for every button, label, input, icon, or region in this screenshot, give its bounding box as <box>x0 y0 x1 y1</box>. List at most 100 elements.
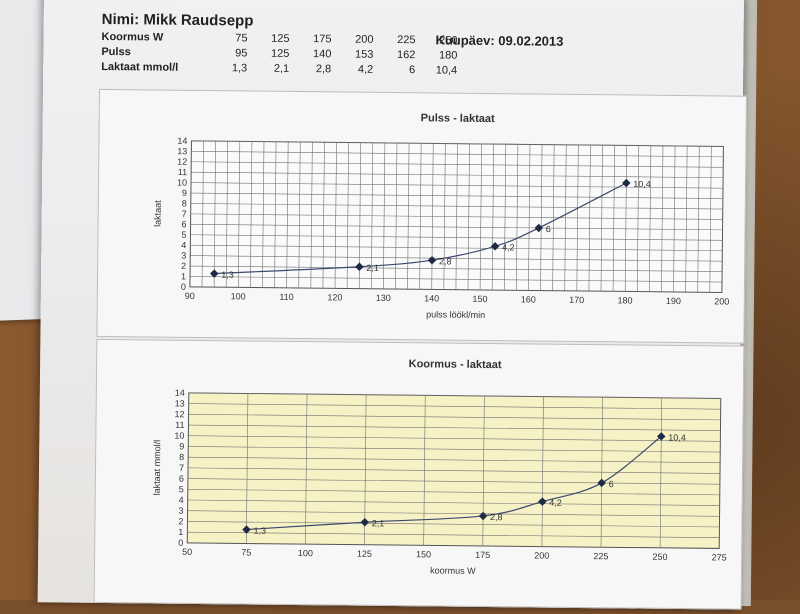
gridline-horizontal <box>187 499 720 506</box>
paper-sheet: Nimi: Mikk Raudsepp Kuupäev: 09.02.2013 … <box>37 0 747 610</box>
data-point <box>622 178 631 188</box>
table-cell: 225 <box>397 33 416 46</box>
x-axis-label: pulss löökl/min <box>426 309 485 320</box>
data-label: 2,1 <box>372 518 385 528</box>
y-tick-label: 10 <box>177 177 187 187</box>
series-line <box>214 182 627 275</box>
data-point <box>355 262 364 271</box>
data-label: 2,8 <box>490 512 503 522</box>
y-tick-label: 11 <box>178 167 187 177</box>
gridline-horizontal <box>188 403 721 410</box>
athlete-name: Nimi: Mikk Raudsepp <box>101 10 254 30</box>
y-tick-label: 14 <box>175 388 185 398</box>
gridline-horizontal <box>188 392 721 399</box>
gridline-horizontal <box>190 234 723 241</box>
x-tick-label: 130 <box>376 293 391 303</box>
y-tick-label: 0 <box>178 538 183 548</box>
table-cell: 200 <box>355 33 374 46</box>
gridline-horizontal <box>188 435 721 442</box>
table-cell: 175 <box>313 32 332 45</box>
table-cell: 2,1 <box>273 62 290 75</box>
y-tick-label: 7 <box>182 209 187 219</box>
x-tick-label: 190 <box>666 296 681 306</box>
gridline-horizontal <box>190 213 723 220</box>
y-tick-label: 3 <box>179 506 184 516</box>
x-tick-label: 170 <box>569 295 584 305</box>
x-tick-label: 275 <box>712 552 727 562</box>
y-tick-label: 6 <box>179 473 184 483</box>
x-tick-label: 75 <box>241 547 251 557</box>
gridline-horizontal <box>190 203 723 210</box>
table-cell: 162 <box>396 48 416 61</box>
series-line <box>246 435 662 531</box>
data-label: 1,3 <box>253 526 266 536</box>
table-cell: 75 <box>235 31 248 44</box>
x-tick-label: 50 <box>182 547 192 557</box>
gridline-horizontal <box>188 424 721 431</box>
data-point <box>360 517 370 527</box>
gridline-horizontal <box>187 488 720 496</box>
table-cell: 2,8 <box>315 62 332 75</box>
y-tick-label: 8 <box>179 452 184 462</box>
x-tick-label: 100 <box>298 548 313 558</box>
y-tick-label: 9 <box>179 441 184 451</box>
y-tick-label: 14 <box>177 136 187 146</box>
x-tick-label: 200 <box>714 296 729 306</box>
data-point <box>490 242 500 251</box>
y-tick-label: 5 <box>181 230 186 240</box>
y-tick-label: 8 <box>182 198 187 208</box>
y-tick-label: 12 <box>177 157 187 167</box>
x-tick-label: 150 <box>472 294 487 304</box>
test-data-table: Koormus W 75 125 175 200 225 250 Pulss 95 125 140 1… <box>101 29 457 78</box>
y-axis-label: laktaat <box>153 200 163 227</box>
y-tick-label: 7 <box>179 463 184 473</box>
y-tick-label: 13 <box>175 398 185 408</box>
y-tick-label: 0 <box>181 282 186 292</box>
data-label: 10,4 <box>668 432 686 442</box>
table-cell: 153 <box>354 48 374 61</box>
data-point <box>210 269 219 278</box>
table-cell: 1,3 <box>231 61 248 74</box>
x-tick-label: 120 <box>327 292 342 302</box>
table-cell: 125 <box>271 32 290 45</box>
x-tick-label: 140 <box>424 293 439 303</box>
y-axis-label: laktaat mmol/l <box>152 440 163 496</box>
gridline-horizontal <box>187 478 720 485</box>
table-cell: 95 <box>235 46 248 59</box>
y-tick-label: 10 <box>174 431 184 441</box>
data-point <box>538 497 547 506</box>
data-label: 2,8 <box>439 256 452 266</box>
x-tick-label: 250 <box>652 552 667 562</box>
data-label: 10,4 <box>633 179 651 189</box>
table-cell: 250 <box>439 33 458 47</box>
data-point <box>534 223 544 233</box>
gridline-horizontal <box>191 182 723 189</box>
x-tick-label: 200 <box>534 551 549 561</box>
gridline-horizontal <box>188 467 721 474</box>
gridline-horizontal <box>188 414 721 421</box>
table-row: Laktaat mmol/l 1,3 2,1 2,8 4,2 6 10,4 <box>101 59 457 78</box>
row-label: Koormus W <box>101 30 164 44</box>
chart-load-lactate: Koormus - laktaat 0 1 2 3 4 5 6 7 8 9 10 11 12 13 14 50 7… <box>93 338 745 610</box>
data-label: 4,2 <box>549 498 562 508</box>
gridline-horizontal <box>190 224 723 231</box>
y-tick-label: 2 <box>181 261 186 271</box>
data-label: 1,3 <box>221 270 234 280</box>
gridline-horizontal <box>191 151 724 158</box>
x-tick-label: 225 <box>593 551 608 561</box>
x-tick-label: 110 <box>279 292 293 302</box>
y-tick-label: 2 <box>178 516 183 526</box>
gridline-horizontal <box>188 446 721 453</box>
data-point <box>427 255 437 265</box>
gridline-horizontal <box>190 255 723 262</box>
data-point <box>597 478 606 488</box>
table-cell: 4,2 <box>357 63 374 76</box>
gridline-horizontal <box>191 171 724 179</box>
row-label: Laktaat mmol/l <box>101 60 179 74</box>
gridline-horizontal <box>190 265 723 272</box>
x-axis-label: koormus W <box>430 565 476 575</box>
gridline-horizontal <box>190 276 723 283</box>
data-label: 4,2 <box>502 242 515 252</box>
